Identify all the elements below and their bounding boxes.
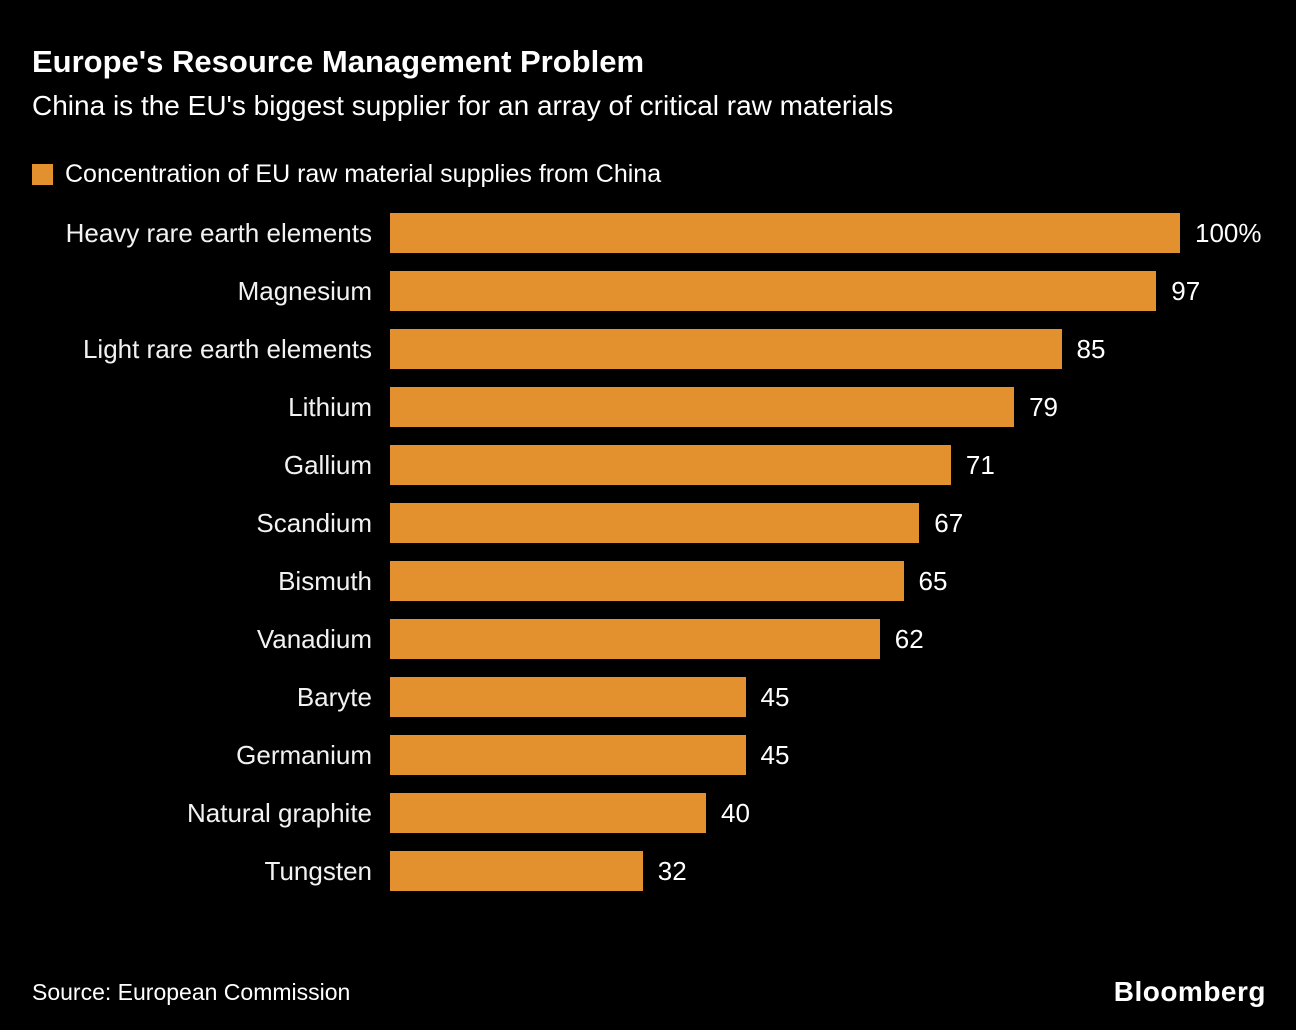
bar bbox=[390, 329, 1062, 370]
value-label: 45 bbox=[760, 681, 790, 712]
category-label: Vanadium bbox=[256, 623, 372, 654]
bar bbox=[390, 213, 1180, 254]
bar-row: Light rare earth elements 85 bbox=[32, 329, 1266, 370]
bar bbox=[390, 851, 643, 892]
legend: Concentration of EU raw material supplie… bbox=[32, 160, 1266, 189]
bar-row: Magnesium 97 bbox=[32, 271, 1266, 312]
bar bbox=[390, 793, 706, 834]
bar-row: Scandium 67 bbox=[32, 503, 1266, 544]
category-label: Magnesium bbox=[237, 275, 372, 306]
bar bbox=[390, 387, 1015, 428]
bar bbox=[390, 677, 746, 718]
bar-row: Natural graphite 40 bbox=[32, 793, 1266, 834]
value-label: 71 bbox=[965, 449, 995, 480]
bar bbox=[390, 735, 746, 776]
chart-title: Europe's Resource Management Problem bbox=[32, 44, 645, 79]
legend-label: Concentration of EU raw material supplie… bbox=[65, 160, 662, 189]
value-label: 67 bbox=[934, 507, 964, 538]
bar-row: Germanium 45 bbox=[32, 735, 1266, 776]
category-label: Bismuth bbox=[278, 565, 372, 596]
bar-row: Baryte 45 bbox=[32, 677, 1266, 718]
category-label: Lithium bbox=[288, 391, 372, 422]
bar-row: Bismuth 65 bbox=[32, 561, 1266, 602]
value-label: 45 bbox=[760, 739, 790, 770]
bar bbox=[390, 561, 904, 602]
value-label: 85 bbox=[1076, 333, 1106, 364]
category-label: Gallium bbox=[283, 449, 372, 480]
category-label: Natural graphite bbox=[187, 797, 372, 828]
legend-swatch-icon bbox=[32, 164, 53, 186]
bar bbox=[390, 445, 951, 486]
bar-row: Lithium 79 bbox=[32, 387, 1266, 428]
value-label: 100% bbox=[1195, 217, 1262, 248]
value-label: 79 bbox=[1029, 391, 1059, 422]
value-label: 62 bbox=[894, 623, 924, 654]
category-label: Light rare earth elements bbox=[82, 333, 372, 364]
category-label: Baryte bbox=[296, 681, 372, 712]
chart-subtitle: China is the EU's biggest supplier for a… bbox=[32, 89, 894, 121]
value-label: 40 bbox=[721, 797, 750, 828]
bar-row: Heavy rare earth elements 100% bbox=[32, 213, 1266, 254]
chart-footer: Source: European Commission Bloomberg bbox=[32, 976, 1266, 1008]
source-note: Source: European Commission bbox=[32, 978, 351, 1005]
value-label: 32 bbox=[657, 855, 687, 886]
category-label: Scandium bbox=[256, 507, 372, 538]
bar bbox=[390, 619, 880, 660]
category-label: Germanium bbox=[236, 739, 372, 770]
bar bbox=[390, 271, 1157, 312]
bar bbox=[390, 503, 920, 544]
bar-row: Tungsten 32 bbox=[32, 851, 1266, 892]
bar-row: Vanadium 62 bbox=[32, 619, 1266, 660]
bloomberg-logo: Bloomberg bbox=[1113, 976, 1266, 1007]
category-label: Heavy rare earth elements bbox=[65, 217, 372, 248]
category-label: Tungsten bbox=[264, 855, 372, 886]
value-label: 65 bbox=[918, 565, 948, 596]
value-label: 97 bbox=[1171, 275, 1201, 306]
bar-row: Gallium 71 bbox=[32, 445, 1266, 486]
bar-chart: Heavy rare earth elements 100% Magnesium 97… bbox=[32, 213, 1266, 892]
